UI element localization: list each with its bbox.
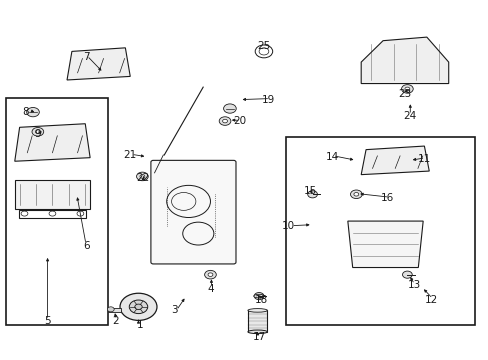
Bar [6, 98, 108, 325]
Circle shape [32, 127, 43, 136]
Circle shape [353, 193, 358, 196]
Polygon shape [15, 124, 90, 161]
Circle shape [222, 119, 227, 123]
Text: 2: 2 [112, 316, 119, 326]
Circle shape [307, 191, 317, 198]
Circle shape [136, 172, 148, 181]
Circle shape [207, 273, 212, 276]
Circle shape [129, 300, 147, 314]
Circle shape [35, 130, 40, 134]
Text: 19: 19 [262, 95, 275, 105]
Text: 5: 5 [44, 316, 51, 326]
Text: 25: 25 [257, 41, 270, 51]
Text: 14: 14 [325, 152, 338, 162]
Circle shape [223, 104, 236, 113]
Text: 12: 12 [424, 295, 437, 305]
Polygon shape [361, 37, 448, 84]
FancyBboxPatch shape [151, 160, 236, 264]
Circle shape [140, 175, 144, 178]
Circle shape [350, 190, 362, 199]
Text: 13: 13 [407, 280, 421, 291]
Circle shape [254, 293, 264, 300]
Text: 6: 6 [83, 241, 90, 251]
Bar [15, 180, 90, 208]
Ellipse shape [247, 330, 267, 334]
Text: 9: 9 [35, 129, 41, 139]
Text: 10: 10 [281, 221, 294, 231]
Bar [247, 310, 267, 332]
Circle shape [120, 293, 157, 320]
Ellipse shape [247, 309, 267, 312]
Text: 22: 22 [136, 173, 149, 183]
Text: 4: 4 [207, 284, 213, 294]
Circle shape [404, 87, 409, 91]
Bar [108, 308, 120, 312]
Text: 15: 15 [303, 186, 316, 196]
Circle shape [204, 270, 216, 279]
Ellipse shape [253, 294, 264, 298]
Text: 8: 8 [22, 107, 29, 117]
Text: 20: 20 [233, 116, 245, 126]
Circle shape [402, 271, 411, 278]
Circle shape [219, 117, 230, 125]
Text: 16: 16 [381, 193, 394, 203]
Text: 24: 24 [403, 111, 416, 121]
Circle shape [107, 307, 114, 312]
Polygon shape [67, 48, 130, 80]
Text: 21: 21 [123, 150, 137, 160]
Polygon shape [347, 221, 422, 267]
Text: 11: 11 [417, 154, 430, 163]
Bar [19, 210, 86, 217]
Circle shape [27, 108, 39, 117]
Circle shape [135, 304, 142, 310]
Text: 23: 23 [398, 89, 411, 99]
Text: 1: 1 [136, 320, 143, 330]
Polygon shape [361, 146, 428, 175]
Text: 7: 7 [83, 52, 90, 62]
Text: 3: 3 [170, 305, 177, 315]
Circle shape [401, 85, 412, 93]
Bar [285, 137, 474, 325]
Text: 17: 17 [252, 332, 265, 342]
Text: 18: 18 [254, 295, 267, 305]
